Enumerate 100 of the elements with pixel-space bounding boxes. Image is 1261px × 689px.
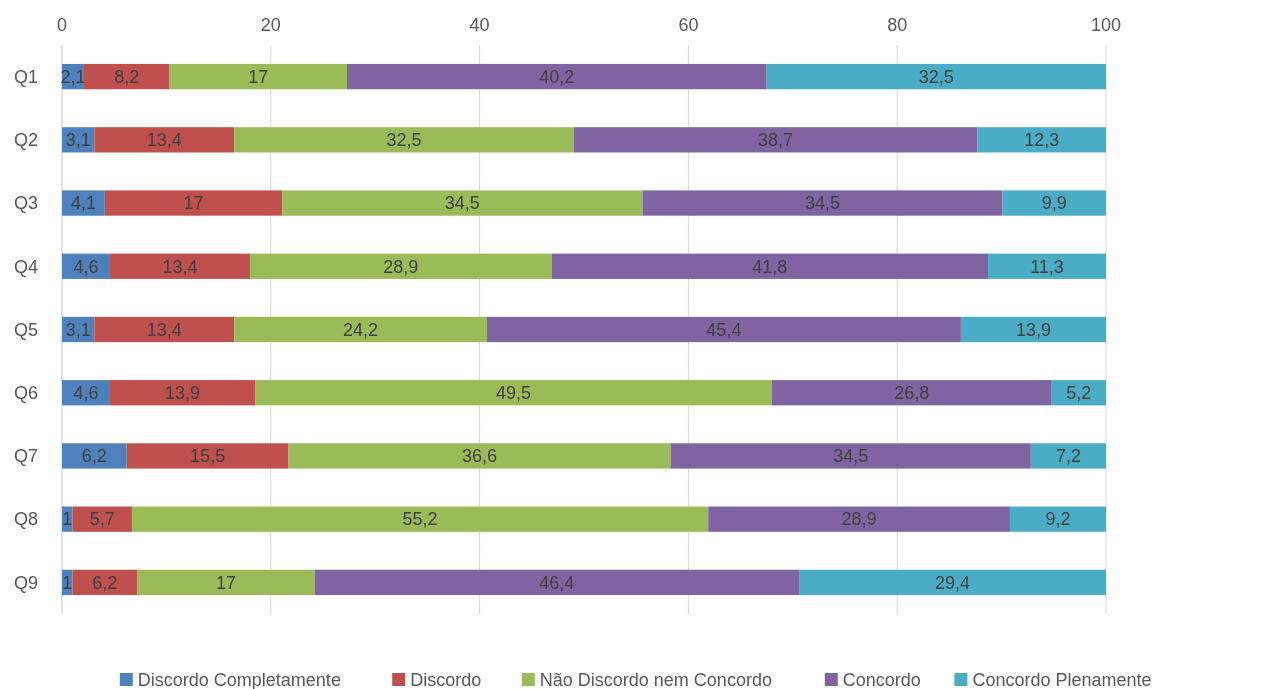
legend-label: Concordo (842, 670, 921, 689)
bar (234, 316, 487, 343)
data-label: 7,2 (1055, 446, 1081, 467)
data-label: 46,4 (539, 572, 575, 593)
legend-label: Não Discordo nem Concordo (539, 670, 772, 689)
data-label: 13,4 (146, 130, 182, 151)
data-label: 17 (215, 572, 236, 593)
data-label: 32,5 (386, 130, 422, 151)
bar (1009, 506, 1106, 532)
data-label: 49,5 (496, 383, 532, 404)
data-label: 26,8 (894, 383, 930, 404)
bar (551, 253, 989, 279)
bar (642, 190, 1003, 216)
data-label: 40,2 (539, 66, 575, 87)
bar (977, 127, 1106, 153)
data-label: 1 (62, 509, 73, 530)
bar (169, 63, 348, 90)
bar (62, 190, 105, 216)
data-label: 9,9 (1041, 193, 1067, 214)
x-tick-label: 20 (260, 15, 281, 36)
legend-label: Concordo Plenamente (972, 670, 1152, 689)
bar (708, 506, 1010, 532)
data-label: 5,7 (89, 509, 115, 530)
bar (486, 316, 961, 343)
data-label: 4,6 (73, 383, 99, 404)
bar (94, 316, 235, 343)
legend-label: Discordo (410, 670, 482, 689)
data-label: 5,2 (1066, 383, 1092, 404)
bar (137, 569, 315, 596)
data-label: 9,2 (1045, 509, 1071, 530)
data-label: 6,2 (81, 446, 107, 467)
bar (766, 63, 1106, 90)
data-label: 34,5 (805, 193, 841, 214)
data-label: 8,2 (114, 66, 140, 87)
data-label: 6,2 (92, 572, 118, 593)
data-label: 3,1 (65, 319, 91, 340)
bar (1002, 190, 1106, 216)
y-tick-label: Q5 (13, 319, 38, 340)
y-tick-label: Q9 (13, 572, 38, 593)
data-label: 41,8 (752, 256, 788, 277)
bar (573, 127, 978, 153)
data-label: 15,5 (190, 446, 226, 467)
data-label: 1 (62, 572, 73, 593)
y-tick-label: Q7 (13, 446, 38, 467)
bar (94, 127, 235, 153)
bar (1030, 443, 1106, 469)
bar (255, 380, 772, 406)
bar (126, 443, 289, 469)
y-tick-label: Q2 (13, 130, 38, 151)
x-tick-label: 100 (1090, 15, 1122, 36)
data-label: 17 (248, 66, 269, 87)
data-label: 17 (183, 193, 204, 214)
bar (670, 443, 1031, 469)
bar (62, 443, 127, 469)
bar (110, 253, 250, 279)
data-label: 12,3 (1024, 130, 1060, 151)
bar (960, 316, 1106, 343)
bar (131, 506, 709, 532)
bar (104, 190, 283, 216)
y-tick-label: Q8 (13, 509, 38, 530)
bar (288, 443, 671, 469)
bar (771, 380, 1052, 406)
data-label: 11,3 (1030, 256, 1064, 277)
x-tick-label: 40 (469, 15, 490, 36)
bar (83, 63, 170, 90)
bar (110, 380, 256, 406)
bar (282, 190, 643, 216)
data-label: 4,1 (70, 193, 96, 214)
data-label: 13,9 (1015, 319, 1051, 340)
data-label: 36,6 (462, 446, 498, 467)
y-tick-label: Q3 (13, 193, 38, 214)
x-tick-label: 0 (56, 15, 68, 36)
bar (314, 569, 800, 596)
y-tick-label: Q6 (13, 383, 38, 404)
data-label: 34,5 (833, 446, 869, 467)
y-tick-label: Q4 (13, 256, 38, 277)
data-label: 24,2 (343, 319, 379, 340)
data-label: 29,4 (935, 572, 971, 593)
data-label: 34,5 (444, 193, 480, 214)
x-tick-label: 60 (678, 15, 699, 36)
data-label: 4,6 (73, 256, 99, 277)
data-label: 38,7 (758, 130, 794, 151)
data-label: 3,1 (65, 130, 91, 151)
data-label: 28,9 (841, 509, 877, 530)
data-label: 13,9 (165, 383, 201, 404)
data-label: 55,2 (402, 509, 438, 530)
bar (799, 569, 1106, 596)
bar (72, 506, 132, 532)
bar (347, 63, 767, 90)
bar (988, 253, 1106, 279)
bar (249, 253, 552, 279)
data-label: 13,4 (162, 256, 198, 277)
x-tick-label: 80 (887, 15, 908, 36)
bar (234, 127, 574, 153)
bar (72, 569, 138, 596)
y-tick-label: Q1 (13, 66, 38, 87)
data-label: 32,5 (918, 66, 954, 87)
data-label: 45,4 (706, 319, 742, 340)
data-label: 13,4 (146, 319, 182, 340)
data-label: 28,9 (383, 256, 419, 277)
